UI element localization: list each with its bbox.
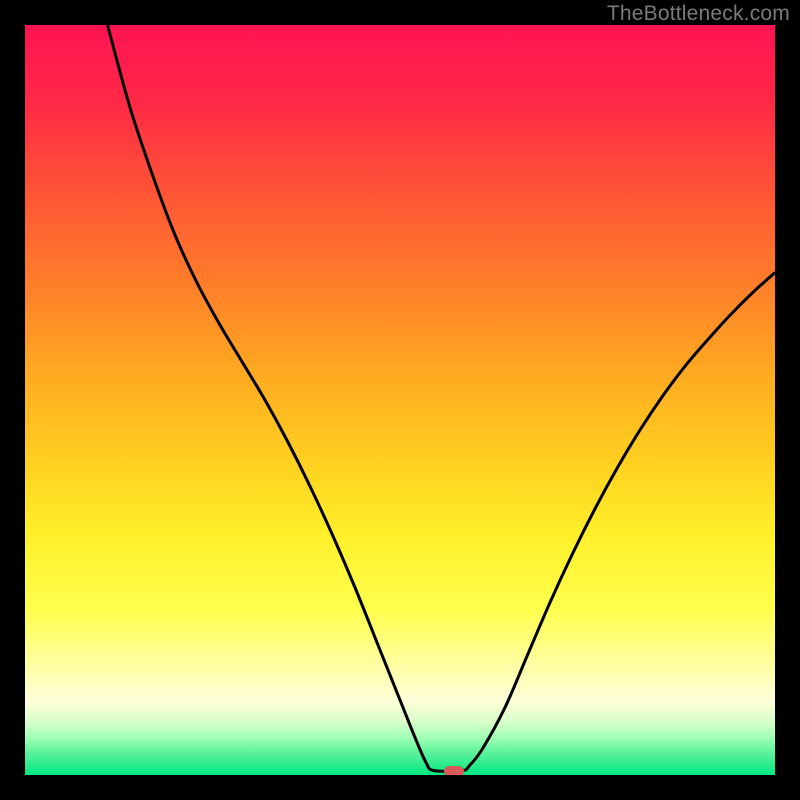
plot-frame (25, 25, 775, 775)
optimal-marker (444, 766, 464, 775)
bottleneck-curve (25, 25, 775, 775)
watermark-text: TheBottleneck.com (607, 2, 790, 26)
curve-path (108, 25, 776, 771)
chart-canvas: TheBottleneck.com (0, 0, 800, 800)
